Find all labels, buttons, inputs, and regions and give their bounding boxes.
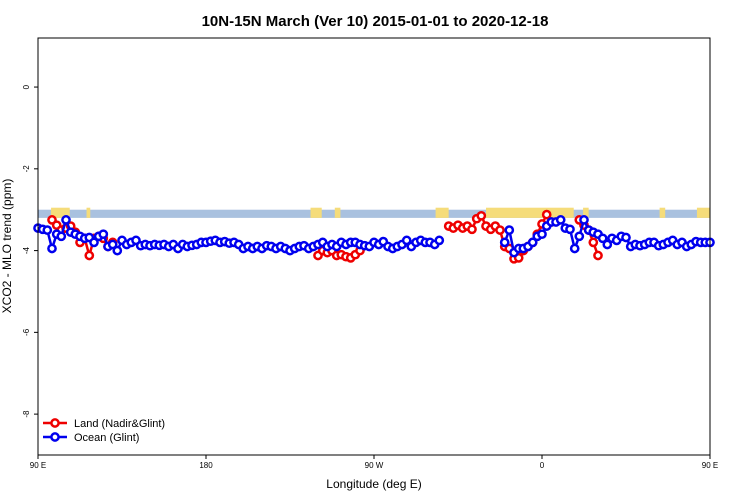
data-point	[499, 237, 510, 248]
data-point	[541, 209, 552, 220]
x-tick-label: 0	[540, 461, 545, 470]
data-point	[574, 231, 585, 242]
y-axis-label: XCO2 - MLO trend (ppm)	[0, 179, 14, 314]
data-point	[569, 243, 580, 254]
data-point	[504, 225, 515, 235]
data-point	[597, 233, 608, 244]
data-point	[537, 229, 547, 240]
series-1	[33, 215, 715, 258]
y-tick-label: -4	[22, 246, 31, 254]
x-tick-label: 90 W	[365, 461, 384, 470]
legend-item: Ocean (Glint)	[43, 432, 139, 444]
legend-item: Land (Nadir&Glint)	[43, 418, 165, 430]
land-region	[310, 207, 322, 218]
data-point	[579, 215, 589, 225]
data-point	[89, 237, 99, 248]
x-axis-label: Longitude (deg E)	[326, 477, 421, 491]
legend: Land (Nadir&Glint) Ocean (Glint)	[43, 418, 165, 444]
legend-marker	[50, 418, 60, 428]
data-point	[555, 215, 566, 225]
land-band	[38, 207, 710, 218]
land-region	[486, 207, 574, 218]
land-region	[86, 207, 91, 218]
land-region	[583, 207, 589, 218]
data-point	[47, 243, 57, 254]
data-point	[98, 229, 109, 240]
land-region	[51, 207, 70, 218]
data-point	[621, 232, 631, 243]
legend-marker	[50, 432, 60, 442]
y-tick-label: 0	[22, 84, 31, 89]
series-layer	[33, 209, 715, 264]
data-point	[588, 237, 599, 248]
x-axis: 90 E 180 90 W 0 90 E	[30, 455, 718, 470]
y-axis: 0 -2 -4 -6 -8	[22, 84, 38, 418]
data-point	[401, 235, 412, 246]
y-tick-label: -8	[22, 410, 31, 418]
legend-label: Land (Nadir&Glint)	[74, 418, 165, 430]
data-point	[56, 231, 67, 242]
legend-label: Ocean (Glint)	[74, 432, 139, 444]
chart-title: 10N-15N March (Ver 10) 2015-01-01 to 202…	[202, 13, 549, 30]
data-point	[527, 237, 538, 248]
data-point	[434, 235, 445, 246]
ocean-band	[38, 209, 710, 218]
x-tick-label: 180	[199, 461, 213, 470]
land-region	[659, 207, 666, 218]
data-point	[467, 224, 477, 235]
data-point	[495, 225, 505, 235]
data-point	[565, 224, 575, 235]
x-tick-label: 90 E	[30, 461, 46, 470]
land-region	[435, 207, 449, 218]
data-point	[84, 250, 95, 261]
land-region	[334, 207, 341, 218]
data-point	[593, 250, 603, 261]
land-region	[696, 207, 710, 218]
data-point	[42, 225, 53, 235]
y-tick-label: -6	[22, 328, 31, 336]
data-point	[602, 239, 613, 250]
data-point	[61, 215, 71, 225]
data-point	[112, 245, 123, 256]
series-0	[47, 209, 603, 264]
data-point	[476, 210, 487, 221]
x-tick-label: 90 E	[702, 461, 718, 470]
data-point	[107, 239, 118, 250]
y-tick-label: -2	[22, 165, 31, 173]
